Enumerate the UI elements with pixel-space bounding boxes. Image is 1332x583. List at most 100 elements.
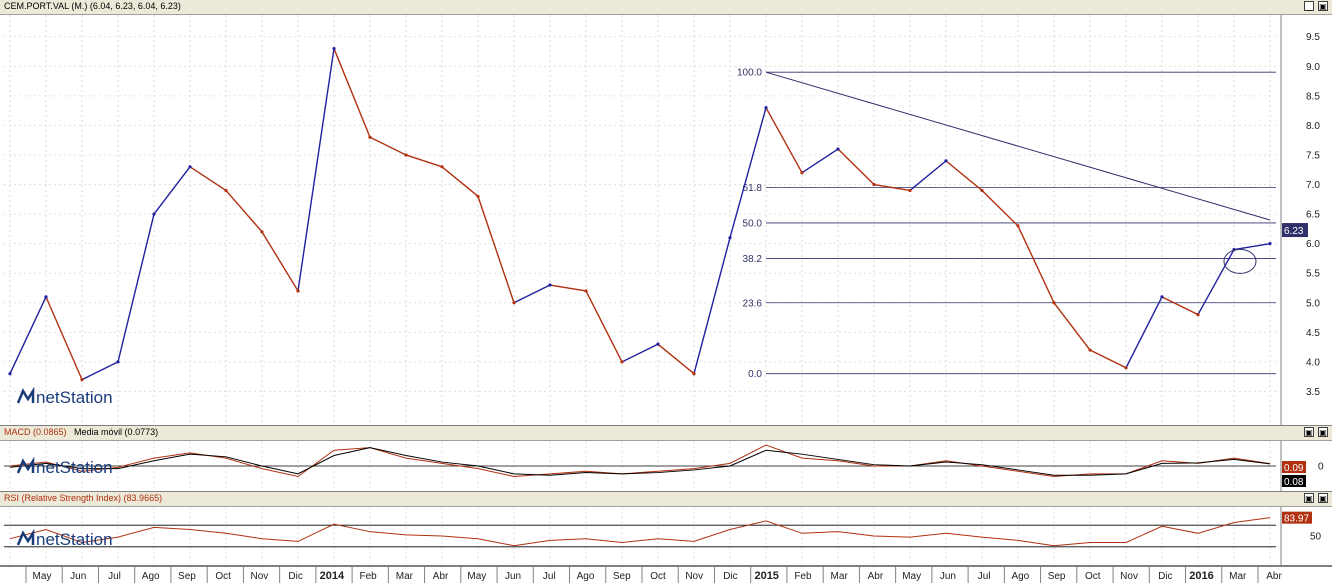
price-point xyxy=(296,289,300,293)
y-tick-label: 3.5 xyxy=(1306,387,1320,398)
price-point xyxy=(1196,312,1200,317)
fibonacci-label: 50.0 xyxy=(743,218,763,229)
rsi-line xyxy=(9,517,1271,547)
netstation-logo-icon xyxy=(16,528,35,546)
price-point xyxy=(368,135,372,139)
x-tick-label: Oct xyxy=(650,571,666,582)
x-tick-label: Mar xyxy=(1229,571,1247,582)
x-tick-label: Jul xyxy=(108,571,121,582)
signal-value-badge xyxy=(1282,475,1306,487)
x-tick-label: Ago xyxy=(1011,571,1029,582)
rsi-value-badge xyxy=(1282,511,1312,524)
x-tick-label: Oct xyxy=(1085,571,1101,582)
price-segment xyxy=(873,183,911,192)
price-segment xyxy=(45,296,83,380)
macd-value-badge xyxy=(1282,461,1306,473)
price-point xyxy=(908,188,912,193)
price-point xyxy=(404,153,408,157)
signal-line xyxy=(9,447,1271,476)
price-point xyxy=(728,236,732,240)
price-segment xyxy=(1053,302,1091,351)
x-tick-label: Dic xyxy=(1158,571,1172,582)
price-point xyxy=(44,295,48,299)
x-tick-label: Abr xyxy=(1266,571,1282,582)
x-tick-label: Nov xyxy=(1120,571,1138,582)
price-segment xyxy=(765,107,803,174)
last-price-badge xyxy=(1282,223,1308,238)
x-tick-label: Abr xyxy=(433,571,449,582)
watermark-logo: netStation xyxy=(16,456,113,477)
last-price-label: 6.23 xyxy=(1284,226,1304,237)
price-point xyxy=(836,147,840,151)
price-point xyxy=(8,372,12,376)
macd-plot[interactable]: 0 0.09 0.08 netStation xyxy=(0,441,1332,492)
x-tick-label: Jun xyxy=(70,571,86,582)
price-point xyxy=(332,46,336,51)
price-segment xyxy=(1233,242,1271,251)
price-segment xyxy=(1197,249,1235,315)
price-segment xyxy=(117,213,155,363)
price-segment xyxy=(513,284,551,304)
price-point xyxy=(512,301,516,305)
price-segment xyxy=(153,166,191,215)
rsi-plot[interactable]: 50 83.97 netStation xyxy=(0,507,1332,566)
x-tick-label: May xyxy=(33,571,52,582)
time-axis-svg: May Jun Jul Ago Sep Oct Nov Dic 2014 Feb Mar Abr May… xyxy=(25,567,1282,583)
minimize-button[interactable]: _ xyxy=(1304,1,1314,11)
price-segment xyxy=(1125,296,1163,369)
price-segment xyxy=(693,237,731,374)
maximize-button[interactable]: ▣ xyxy=(1318,1,1328,11)
x-tick-label: Abr xyxy=(868,571,884,582)
rsi-title: RSI (Relative Strength Index) (83.9665) xyxy=(4,493,163,503)
price-segment xyxy=(261,231,299,292)
x-tick-label: Mar xyxy=(396,571,414,582)
x-tick-label: Dic xyxy=(288,571,302,582)
macd-value-label: 0.09 xyxy=(1284,463,1304,474)
y-tick-label: 0 xyxy=(1318,462,1324,473)
price-segment xyxy=(81,361,119,381)
fibonacci-label: 38.2 xyxy=(743,254,763,265)
macd-minimize-button[interactable]: ▣ xyxy=(1304,427,1314,437)
price-point xyxy=(1160,295,1164,299)
macd-maximize-button[interactable]: ▣ xyxy=(1318,427,1328,437)
y-tick-label: 9.5 xyxy=(1306,32,1320,43)
y-tick-label: 5.0 xyxy=(1306,298,1320,309)
price-segment xyxy=(621,343,659,363)
price-point xyxy=(1268,242,1272,246)
rsi-value-label: 83.97 xyxy=(1284,514,1309,525)
x-tick-label: 2015 xyxy=(754,570,778,582)
price-point xyxy=(764,106,768,110)
x-tick-label: Oct xyxy=(215,571,231,582)
macd-panel-header: MACD (0.0865) Media móvil (0.0773) ▣ ▣ xyxy=(0,426,1332,441)
price-segment xyxy=(369,136,407,156)
x-tick-label: 2016 xyxy=(1189,570,1213,582)
price-point xyxy=(692,372,696,376)
macd-line xyxy=(9,444,1271,478)
y-tick-label: 5.5 xyxy=(1306,269,1320,280)
rsi-panel-header: RSI (Relative Strength Index) (83.9665) … xyxy=(0,492,1332,507)
rsi-maximize-button[interactable]: ▣ xyxy=(1318,493,1328,503)
watermark-text: netStation xyxy=(36,530,113,549)
price-segment xyxy=(657,343,695,375)
price-point xyxy=(188,165,192,169)
x-tick-label: Sep xyxy=(613,571,631,582)
price-segment xyxy=(405,154,443,168)
price-plot[interactable]: 3.5 4.0 4.5 5.0 5.5 6.0 6.5 7.0 7.5 8.0 8.5 9.0 9.5 1… xyxy=(0,15,1332,426)
price-segment xyxy=(1017,225,1055,304)
rsi-minimize-button[interactable]: ▣ xyxy=(1304,493,1314,503)
x-tick-label: Feb xyxy=(360,571,378,582)
x-tick-label: Jul xyxy=(543,571,556,582)
price-chart-svg: 3.5 4.0 4.5 5.0 5.5 6.0 6.5 7.0 7.5 8.0 8.5 9.0 9.5 1… xyxy=(4,15,1320,425)
y-tick-label: 7.5 xyxy=(1306,150,1320,161)
price-point xyxy=(116,360,120,364)
x-tick-label: May xyxy=(467,571,486,582)
x-tick-label: Mar xyxy=(831,571,849,582)
price-segment xyxy=(945,160,983,191)
y-tick-label: 8.5 xyxy=(1306,91,1320,102)
time-axis: May Jun Jul Ago Sep Oct Nov Dic 2014 Feb Mar Abr May… xyxy=(0,566,1332,583)
x-tick-label: Jun xyxy=(505,571,521,582)
netstation-logo-icon xyxy=(16,386,35,404)
price-point xyxy=(548,283,552,287)
x-tick-label: Feb xyxy=(794,571,812,582)
